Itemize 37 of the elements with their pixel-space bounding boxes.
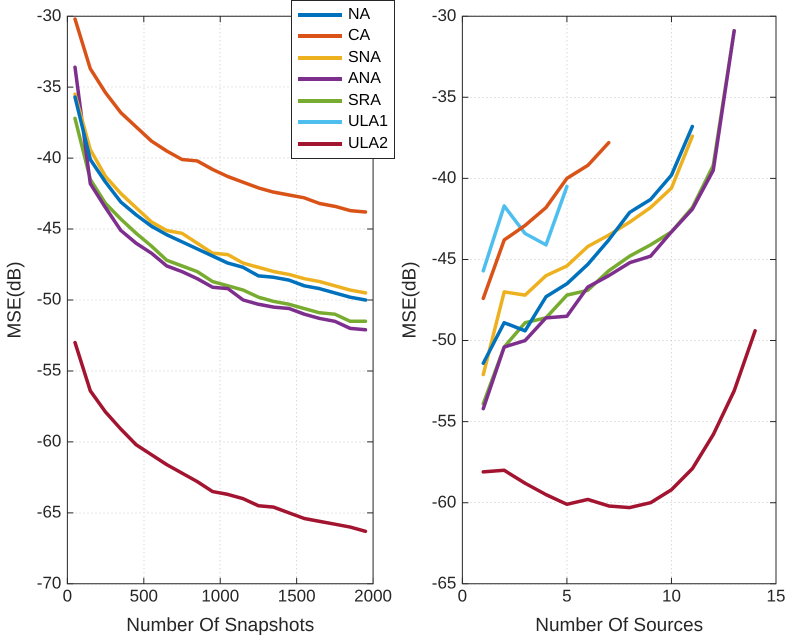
x-tick-label: 0	[458, 586, 468, 606]
y-tick-label: -30	[432, 6, 456, 25]
legend-label: ULA2	[348, 134, 388, 153]
x-tick-label: 5	[562, 586, 572, 606]
y-tick-label: -55	[36, 360, 62, 380]
y-tick-label: -40	[36, 148, 62, 167]
y-tick-label: -35	[36, 76, 62, 96]
x-tick-label: 2000	[354, 586, 392, 606]
x-tick-label: 1500	[278, 586, 316, 606]
legend-label: CA	[348, 27, 370, 46]
y-tick-label: -45	[432, 249, 456, 268]
y-tick-label: -40	[432, 168, 456, 188]
x-tick-label: 0	[62, 586, 72, 606]
x-tick-label: 1000	[201, 586, 240, 606]
y-tick-label: -50	[432, 330, 456, 350]
y-tick-label: -60	[432, 492, 456, 512]
y-tick-label: -45	[36, 218, 62, 238]
y-axis-title: MSE(dB)	[4, 261, 26, 339]
x-tick-label: 15	[766, 586, 786, 606]
legend-label: NA	[348, 6, 370, 24]
legend-label: SNA	[348, 48, 381, 67]
y-tick-label: -35	[432, 86, 456, 106]
legend-label: ULA1	[348, 113, 388, 132]
y-tick-label: -30	[36, 6, 62, 25]
legend-label: ANA	[348, 70, 381, 88]
y-tick-label: -55	[432, 411, 456, 430]
x-axis-title: Number Of Snapshots	[126, 614, 314, 636]
y-tick-label: -70	[36, 573, 62, 592]
y-tick-label: -65	[432, 573, 456, 592]
legend-label: SRA	[348, 92, 381, 110]
y-axis-title: MSE(dB)	[400, 261, 421, 339]
y-tick-label: -50	[36, 290, 62, 309]
x-axis-title: Number Of Sources	[535, 614, 704, 636]
x-tick-label: 500	[130, 586, 158, 606]
y-tick-label: -60	[36, 432, 62, 451]
y-tick-label: -65	[36, 502, 62, 522]
x-tick-label: 10	[662, 586, 681, 606]
